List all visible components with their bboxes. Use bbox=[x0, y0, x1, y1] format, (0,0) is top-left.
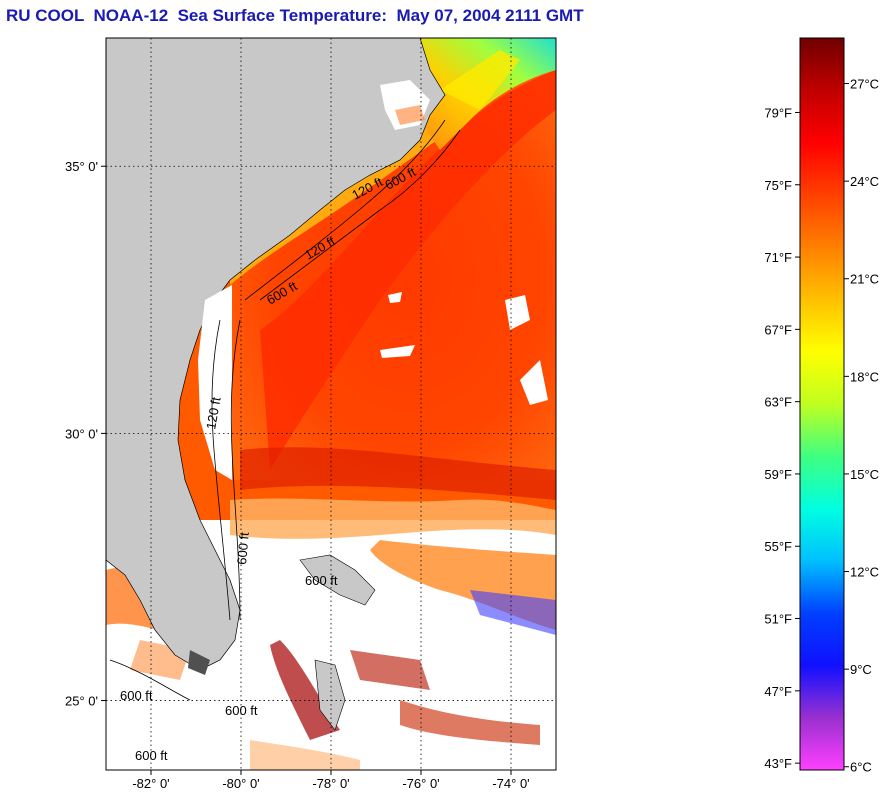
land-grand-bahama bbox=[299, 554, 376, 606]
fahrenheit-label: 71°F bbox=[764, 250, 792, 265]
celsius-label: 27°C bbox=[850, 77, 879, 92]
map-axes: 35° 0' 30° 0' 25° 0' -82° 0' -80° 0' -78° 0' -… bbox=[65, 159, 530, 791]
map-area[interactable]: 120 ft 600 ft 120 ft 600 ft 120 ft 600 f… bbox=[106, 38, 556, 770]
celsius-label: 9°C bbox=[850, 662, 872, 677]
colorbar-frame bbox=[799, 37, 845, 771]
lon-tick-label: -76° 0' bbox=[402, 776, 439, 791]
graticule bbox=[106, 38, 556, 770]
isobath-label: 600 ft bbox=[135, 748, 168, 763]
celsius-label: 21°C bbox=[850, 272, 879, 287]
isobath-label: 600 ft bbox=[120, 688, 153, 703]
celsius-label: 18°C bbox=[850, 369, 879, 384]
lat-tick-label: 25° 0' bbox=[65, 694, 98, 709]
colorbar: 27°C 24°C 21°C 18°C 15°C 12°C 9°C 6°C 79°F 75°F 71… bbox=[764, 37, 879, 775]
celsius-label: 24°C bbox=[850, 174, 879, 189]
isobath-label: 120 ft bbox=[203, 396, 223, 431]
isobath-120ft bbox=[244, 119, 446, 301]
land-us-southeast bbox=[106, 38, 446, 671]
warm-band bbox=[240, 447, 556, 500]
fahrenheit-label: 47°F bbox=[764, 684, 792, 699]
page-title: RU COOL NOAA-12 Sea Surface Temperature:… bbox=[6, 6, 584, 25]
fahrenheit-label: 75°F bbox=[764, 178, 792, 193]
fahrenheit-label: 79°F bbox=[764, 105, 792, 120]
isobath-label: 600 ft bbox=[305, 573, 338, 588]
fahrenheit-label: 55°F bbox=[764, 539, 792, 554]
fahrenheit-label: 59°F bbox=[764, 467, 792, 482]
fahrenheit-label: 63°F bbox=[764, 395, 792, 410]
lon-tick-label: -78° 0' bbox=[312, 776, 349, 791]
isobath-label: 600 ft bbox=[234, 531, 252, 565]
lon-tick-label: -82° 0' bbox=[132, 776, 169, 791]
land-andros bbox=[314, 659, 346, 731]
lat-tick-label: 35° 0' bbox=[65, 159, 98, 174]
fahrenheit-label: 67°F bbox=[764, 322, 792, 337]
isobath-label: 600 ft bbox=[225, 703, 258, 718]
celsius-label: 15°C bbox=[850, 467, 879, 482]
isobath-600ft bbox=[259, 129, 461, 301]
lon-tick-label: -74° 0' bbox=[492, 776, 529, 791]
lon-tick-label: -80° 0' bbox=[222, 776, 259, 791]
colorbar-gradient bbox=[800, 38, 844, 770]
celsius-label: 12°C bbox=[850, 565, 879, 580]
lat-tick-label: 30° 0' bbox=[65, 426, 98, 441]
fahrenheit-label: 51°F bbox=[764, 612, 792, 627]
warm-core bbox=[260, 70, 556, 470]
fahrenheit-label: 43°F bbox=[764, 756, 792, 771]
celsius-label: 6°C bbox=[850, 760, 872, 775]
